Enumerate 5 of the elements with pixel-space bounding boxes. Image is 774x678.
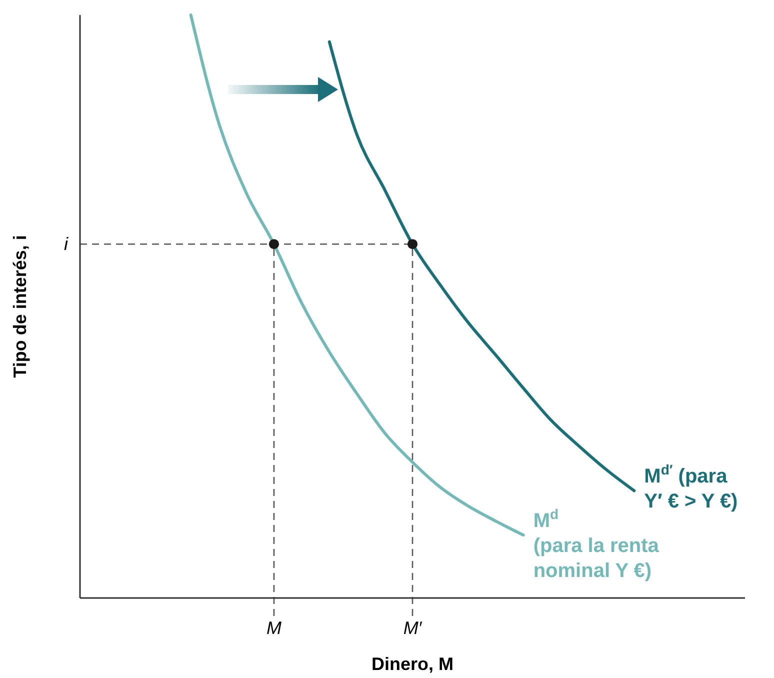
y-axis-title: Tipo de interés, i (10, 235, 30, 378)
x-axis-title: Dinero, M (371, 654, 454, 674)
ref-line-label: i (64, 234, 69, 254)
x-tick-label: M′ (403, 618, 422, 638)
x-tick-label: M (266, 618, 282, 638)
